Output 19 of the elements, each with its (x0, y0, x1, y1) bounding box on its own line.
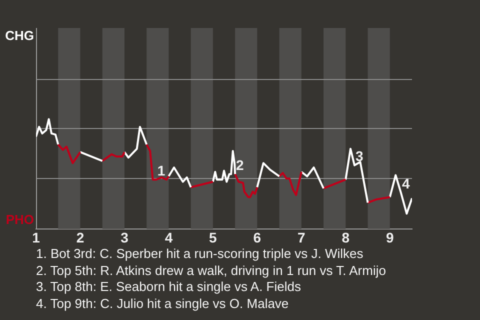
x-tick-label: 6 (253, 229, 262, 246)
x-tick-label: 7 (298, 229, 306, 246)
x-tick-label: 3 (120, 229, 129, 246)
x-tick-label: 2 (76, 229, 84, 246)
x-tick-label: 9 (386, 229, 394, 246)
annotation: 4 (402, 176, 410, 192)
annotation: 3 (355, 148, 364, 164)
x-tick-label: 8 (342, 229, 350, 246)
text: 3. Top 8th: E. Seaborn hit a single vs A. Fields (36, 279, 302, 296)
text: 2. Top 5th: R. Atkins drew a walk, driving in 1 run vs T. Armijo (36, 262, 387, 279)
text: PHO (6, 212, 34, 228)
x-tick-label: 4 (164, 229, 173, 246)
annotation: 2 (236, 156, 244, 173)
text: 4. Top 9th: C. Julio hit a single vs O. Malave (36, 296, 290, 312)
text: 1. Bot 3rd: C. Sperber hit a run-scoring triple vs J. Wilkes (36, 246, 364, 262)
annotation: 1 (157, 162, 166, 178)
x-tick-label: 1 (32, 229, 40, 246)
text: CHG (5, 28, 34, 44)
x-tick-label: 5 (209, 229, 218, 246)
